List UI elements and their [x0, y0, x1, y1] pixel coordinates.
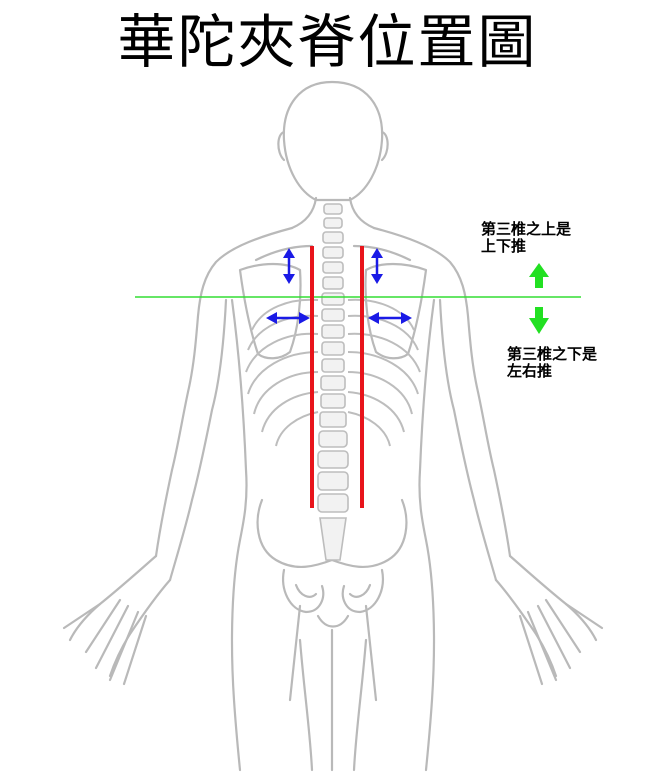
left-right-arrow-icon: [266, 312, 310, 324]
left-right-arrow-icon: [368, 312, 412, 324]
lower-region-note: 第三椎之下是 左右推: [507, 346, 597, 380]
upper-note-line-1: 第三椎之上是: [481, 220, 572, 238]
lower-note-line-1: 第三椎之下是: [507, 345, 598, 363]
upper-region-note: 第三椎之上是 上下推: [481, 221, 571, 255]
page-title: 華陀夾脊位置圖: [117, 8, 538, 76]
upper-note-line-2: 上下推: [481, 237, 527, 255]
down-arrow-icon: [529, 307, 549, 334]
spine-vertebrae: [317, 203, 349, 561]
up-arrow-icon: [529, 263, 549, 288]
body-silhouette: [62, 80, 604, 772]
up-down-arrow-icon: [371, 248, 383, 284]
up-down-arrow-icon: [283, 248, 295, 284]
lower-note-line-2: 左右推: [507, 362, 553, 380]
